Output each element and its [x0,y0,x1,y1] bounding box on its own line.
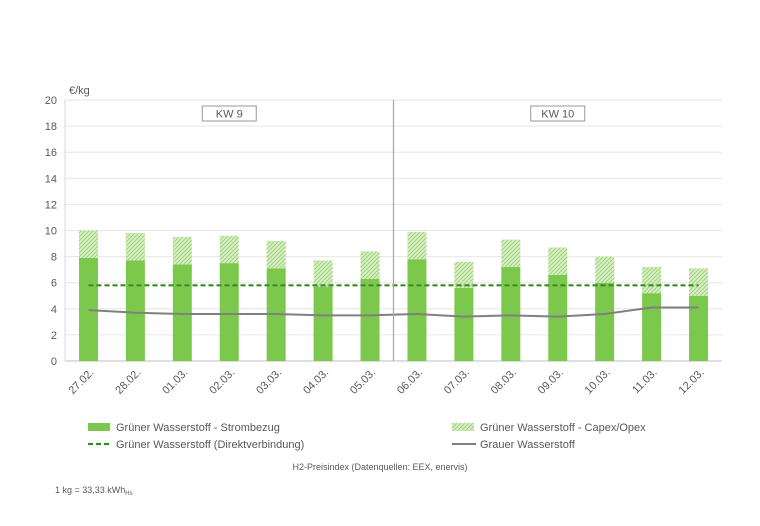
bars [78,230,709,361]
x-tick-label: 07.03. [442,367,472,397]
x-tick-label: 01.03. [160,367,190,397]
bar-capex-opex [172,237,192,265]
bar-strombezug [689,295,709,361]
week-groups: KW 9 KW 10 [201,100,586,361]
bar-capex-opex [219,235,239,264]
x-tick-label: 04.03. [301,367,331,397]
legend: Grüner Wasserstoff - Strombezug Grüner Wa… [88,422,646,451]
y-tick-label: 2 [51,330,57,342]
bar-capex-opex [548,247,568,275]
group-label: KW 10 [541,109,574,121]
y-tick-label: 6 [51,278,57,290]
footnote-subscript: Hs [125,491,132,497]
bar-capex-opex [78,230,98,258]
bar-strombezug [219,263,239,361]
footnote-main: 1 kg = 33,33 kWh [55,485,125,495]
legend-label-capex-opex: Grüner Wasserstoff - Capex/Opex [480,422,646,434]
x-tick-label: 08.03. [489,367,519,397]
bar-strombezug [313,286,333,361]
bar-capex-opex [266,240,286,269]
group-label-box [530,105,586,122]
bar-capex-opex [642,267,662,294]
legend-label-direktverbindung: Grüner Wasserstoff (Direktverbindung) [116,439,304,451]
y-tick-label: 8 [51,252,57,264]
y-axis: 0 2 4 6 8 10 12 14 16 18 20 [45,95,57,368]
x-tick-label: 06.03. [395,367,425,397]
bar-capex-opex [407,231,427,260]
legend-label-grauer-wasserstoff: Grauer Wasserstoff [480,439,576,451]
x-tick-label: 27.02. [66,367,96,397]
footnote: 1 kg = 33,33 kWhHs [55,485,133,497]
bar-strombezug [642,293,662,361]
x-tick-label: 28.02. [113,367,143,397]
bar-strombezug [172,264,192,361]
legend-label-strombezug: Grüner Wasserstoff - Strombezug [116,422,280,434]
y-tick-label: 18 [45,121,57,133]
source-note: H2-Preisindex (Datenquellen: EEX, enervi… [292,462,467,472]
x-tick-label: 12.03. [677,367,707,397]
bar-strombezug [360,278,380,361]
x-tick-label: 02.03. [207,367,237,397]
y-tick-label: 0 [51,356,57,368]
bar-capex-opex [454,261,474,288]
bar-strombezug [125,260,145,361]
x-tick-label: 09.03. [536,367,566,397]
bar-strombezug [501,267,521,361]
x-tick-label: 11.03. [630,367,660,397]
x-tick-label: 05.03. [348,367,378,397]
y-tick-label: 4 [51,304,57,316]
y-tick-label: 12 [45,199,57,211]
group-label-box [201,105,257,122]
x-axis: 27.02. 28.02. 01.03. 02.03. 03.03. 04.03. 05.0… [66,367,706,397]
bar-capex-opex [125,233,145,261]
bar-capex-opex [501,239,521,268]
bar-strombezug [548,274,568,361]
group-label: KW 9 [216,109,243,121]
bar-strombezug [595,282,615,361]
y-tick-label: 16 [45,147,57,159]
legend-swatch-strombezug [88,423,110,431]
bar-strombezug [78,257,98,361]
bar-strombezug [454,287,474,361]
y-axis-label: €/kg [69,85,90,97]
bar-capex-opex [689,268,709,296]
bar-capex-opex [595,256,615,283]
bar-strombezug [407,259,427,361]
x-tick-label: 03.03. [254,367,284,397]
y-tick-label: 20 [45,95,57,107]
y-tick-label: 14 [45,173,57,185]
legend-swatch-capex-opex [452,423,474,431]
x-tick-label: 10.03. [583,367,613,397]
bar-capex-opex [313,260,333,287]
y-tick-label: 10 [45,226,57,238]
bar-capex-opex [360,251,380,279]
